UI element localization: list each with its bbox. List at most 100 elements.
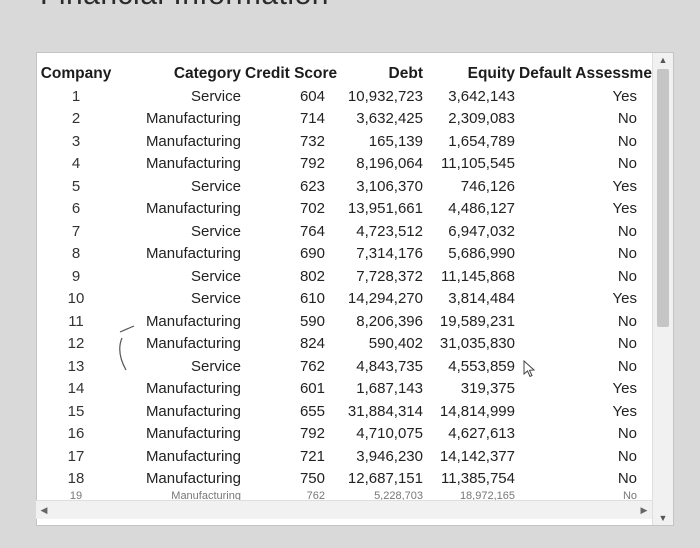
table-row[interactable]: 9 Service 802 7,728,372 11,145,868 No [37, 265, 645, 288]
cell-company[interactable]: 10 [67, 290, 85, 308]
cell-credit-score[interactable]: 824 [299, 335, 325, 353]
cell-credit-score[interactable]: 601 [299, 380, 325, 398]
cell-company[interactable]: 19 [69, 490, 83, 502]
scroll-up-arrow-icon[interactable]: ▲ [658, 55, 668, 65]
cell-category[interactable]: Manufacturing [145, 447, 241, 465]
table-row[interactable]: 19 Manufacturing 762 5,228,703 18,972,165 No [37, 490, 645, 504]
cell-default-assessment[interactable]: No [617, 470, 637, 488]
table-row[interactable]: 1 Service 604 10,932,723 3,642,143 Yes [37, 85, 645, 108]
table-row[interactable]: 4 Manufacturing 792 8,196,064 11,105,545 No [37, 153, 645, 176]
cell-category[interactable]: Manufacturing [145, 132, 241, 150]
cell-equity[interactable]: 1,654,789 [448, 132, 515, 150]
cell-equity[interactable]: 31,035,830 [439, 335, 515, 353]
cell-category[interactable]: Service [190, 177, 241, 195]
cell-category[interactable]: Service [190, 222, 241, 240]
cell-credit-score[interactable]: 792 [299, 155, 325, 173]
cell-debt[interactable]: 1,687,143 [356, 380, 423, 398]
cell-debt[interactable]: 7,728,372 [356, 267, 423, 285]
cell-default-assessment[interactable]: No [617, 110, 637, 128]
cell-default-assessment[interactable]: No [617, 245, 637, 263]
table-row[interactable]: 6 Manufacturing 702 13,951,661 4,486,127 Yes [37, 198, 645, 221]
table-row[interactable]: 15 Manufacturing 655 31,884,314 14,814,999 Ye… [37, 400, 645, 423]
cell-category[interactable]: Service [190, 87, 241, 105]
cell-debt[interactable]: 12,687,151 [347, 470, 423, 488]
cell-company[interactable]: 6 [71, 200, 81, 218]
cell-equity[interactable]: 4,553,859 [448, 357, 515, 375]
cell-default-assessment[interactable]: No [617, 132, 637, 150]
cell-equity[interactable]: 11,385,754 [441, 470, 515, 488]
cell-credit-score[interactable]: 714 [299, 110, 325, 128]
cell-credit-score[interactable]: 732 [299, 132, 325, 150]
scroll-down-arrow-icon[interactable]: ▼ [658, 513, 668, 523]
column-header-default-assessment[interactable]: Default Assessment [519, 65, 667, 82]
column-header-company[interactable]: Company [40, 65, 112, 82]
cell-equity[interactable]: 6,947,032 [448, 222, 515, 240]
cell-company[interactable]: 8 [71, 245, 81, 263]
cell-default-assessment[interactable]: No [617, 312, 637, 330]
cell-debt[interactable]: 4,710,075 [356, 425, 423, 443]
cell-category[interactable]: Manufacturing [145, 110, 241, 128]
cell-company[interactable]: 2 [71, 110, 81, 128]
cell-default-assessment[interactable]: Yes [612, 177, 637, 195]
cell-credit-score[interactable]: 623 [299, 177, 325, 195]
cell-equity[interactable]: 746,126 [460, 177, 515, 195]
cell-company[interactable]: 15 [67, 402, 85, 420]
cell-debt[interactable]: 5,228,703 [374, 490, 423, 502]
cell-debt[interactable]: 4,723,512 [356, 222, 423, 240]
cell-debt[interactable]: 8,196,064 [356, 155, 423, 173]
cell-equity[interactable]: 5,686,990 [448, 245, 515, 263]
cell-category[interactable]: Manufacturing [145, 200, 241, 218]
cell-equity[interactable]: 3,814,484 [448, 290, 515, 308]
cell-default-assessment[interactable]: No [617, 267, 637, 285]
cell-debt[interactable]: 4,843,735 [356, 357, 423, 375]
cell-equity[interactable]: 319,375 [460, 380, 515, 398]
cell-debt[interactable]: 31,884,314 [347, 402, 423, 420]
table-row[interactable]: 5 Service 623 3,106,370 746,126 Yes [37, 175, 645, 198]
cell-category[interactable]: Service [190, 357, 241, 375]
cell-equity[interactable]: 11,105,545 [441, 155, 515, 173]
cell-company[interactable]: 17 [67, 447, 85, 465]
table-row[interactable]: 14 Manufacturing 601 1,687,143 319,375 Yes [37, 378, 645, 401]
table-row[interactable]: 8 Manufacturing 690 7,314,176 5,686,990 No [37, 243, 645, 266]
cell-credit-score[interactable]: 762 [306, 490, 325, 502]
cell-debt[interactable]: 3,632,425 [356, 110, 423, 128]
cell-equity[interactable]: 18,972,165 [459, 490, 515, 502]
cell-default-assessment[interactable]: No [617, 335, 637, 353]
cell-default-assessment[interactable]: No [617, 155, 637, 173]
cell-equity[interactable]: 19,589,231 [439, 312, 515, 330]
scroll-left-arrow-icon[interactable]: ◀ [40, 505, 48, 515]
table-row[interactable]: 13 Service 762 4,843,735 4,553,859 No [37, 355, 645, 378]
table-row[interactable]: 11 Manufacturing 590 8,206,396 19,589,231 No [37, 310, 645, 333]
cell-company[interactable]: 9 [71, 267, 81, 285]
cell-credit-score[interactable]: 702 [299, 200, 325, 218]
cell-company[interactable]: 13 [67, 357, 85, 375]
cell-equity[interactable]: 4,486,127 [448, 200, 515, 218]
cell-credit-score[interactable]: 792 [299, 425, 325, 443]
cell-credit-score[interactable]: 721 [299, 447, 325, 465]
cell-category[interactable]: Service [190, 290, 241, 308]
scroll-right-arrow-icon[interactable]: ▶ [640, 505, 648, 515]
cell-equity[interactable]: 11,145,868 [441, 267, 515, 285]
cell-default-assessment[interactable]: Yes [612, 402, 637, 420]
column-header-equity[interactable]: Equity [467, 65, 515, 82]
cell-category[interactable]: Service [190, 267, 241, 285]
cell-default-assessment[interactable]: No [622, 490, 637, 502]
vertical-scroll-thumb[interactable] [657, 69, 669, 327]
cell-credit-score[interactable]: 802 [299, 267, 325, 285]
cell-default-assessment[interactable]: No [617, 447, 637, 465]
cell-company[interactable]: 16 [67, 425, 85, 443]
cell-debt[interactable]: 14,294,270 [347, 290, 423, 308]
cell-company[interactable]: 18 [67, 470, 85, 488]
cell-default-assessment[interactable]: Yes [612, 200, 637, 218]
table-row[interactable]: 7 Service 764 4,723,512 6,947,032 No [37, 220, 645, 243]
table-row[interactable]: 12 Manufacturing 824 590,402 31,035,830 No [37, 333, 645, 356]
horizontal-scrollbar[interactable]: ◀ ▶ [36, 500, 652, 519]
cell-credit-score[interactable]: 690 [299, 245, 325, 263]
cell-default-assessment[interactable]: Yes [612, 290, 637, 308]
cell-credit-score[interactable]: 655 [299, 402, 325, 420]
cell-category[interactable]: Manufacturing [145, 425, 241, 443]
table-row[interactable]: 3 Manufacturing 732 165,139 1,654,789 No [37, 130, 645, 153]
cell-category[interactable]: Manufacturing [145, 335, 241, 353]
cell-company[interactable]: 1 [71, 87, 81, 105]
cell-company[interactable]: 12 [67, 335, 85, 353]
